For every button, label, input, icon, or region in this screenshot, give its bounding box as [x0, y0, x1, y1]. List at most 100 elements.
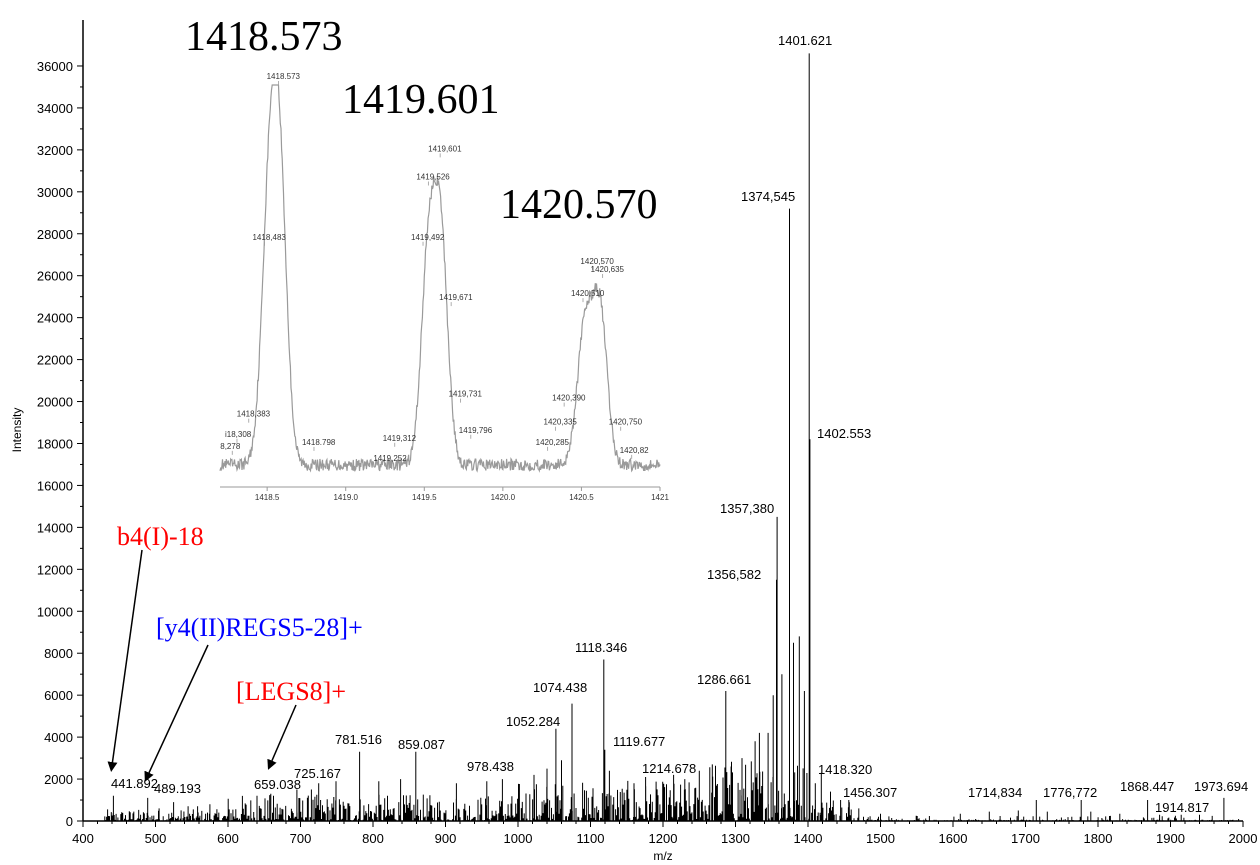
inset-big-label: 1418.573	[185, 14, 343, 60]
inset-zoom-chart: 1418.5 1419.0 1419.5 1420.0 1420.5 1421 1418.5…	[185, 14, 669, 502]
x-axis-title: m/z	[653, 849, 672, 863]
inset-peak-label: 1418.573	[267, 72, 301, 81]
peak-label: 859.087	[398, 737, 445, 752]
y-tick-label: 14000	[37, 520, 73, 535]
peak-label: 1357,380	[720, 501, 774, 516]
inset-peak-label: 8,278	[220, 442, 241, 451]
inset-x-tick-label: 1419.0	[333, 493, 358, 502]
x-tick-label: 1100	[577, 831, 605, 846]
x-tick-label: 1300	[721, 831, 750, 846]
y-tick-label: 16000	[37, 478, 73, 493]
inset-x-tick-label: 1420.5	[569, 493, 594, 502]
x-tick-label: 900	[435, 831, 457, 846]
y-tick-label: 2000	[44, 772, 73, 787]
inset-peak-label: i18,308	[225, 430, 252, 439]
spectrum-trace	[104, 53, 1240, 821]
inset-peak-label: 1418,383	[237, 410, 271, 419]
peak-label: 1914.817	[1155, 800, 1209, 815]
peak-label: 1402.553	[817, 426, 871, 441]
inset-peak-label: 1420,750	[609, 418, 643, 427]
peak-label: 1119.677	[613, 734, 665, 749]
inset-peak-label: 1418,483	[252, 233, 286, 242]
inset-peak-label: 1419,731	[449, 390, 483, 399]
inset-peak-label: 1420,510	[571, 289, 605, 298]
fragment-annotation: b4(I)-18	[117, 522, 204, 551]
peak-label: 781.516	[335, 732, 382, 747]
y-axis-title: Intensity	[10, 408, 24, 453]
inset-x-tick-label: 1419.5	[412, 493, 437, 502]
x-tick-label: 1400	[794, 831, 823, 846]
peak-label: 1356,582	[707, 567, 761, 582]
y-tick-label: 34000	[37, 101, 73, 116]
peak-label: 1776,772	[1043, 785, 1097, 800]
peak-label: 1074.438	[533, 680, 587, 695]
inset-profile-line	[219, 84, 661, 473]
inset-peak-label: 1420,285	[536, 438, 570, 447]
inset-peak-label: 1419,252	[373, 454, 407, 463]
x-tick-label: 800	[362, 831, 384, 846]
x-tick-label: 600	[217, 831, 239, 846]
peak-label: 659.038	[254, 777, 301, 792]
inset-peak-label: 1420,335	[544, 418, 578, 427]
y-tick-label: 32000	[37, 143, 73, 158]
inset-peak-label: 1419,796	[459, 426, 493, 435]
annotation-arrow	[267, 704, 297, 770]
inset-peak-label: 1420,390	[552, 394, 586, 403]
inset-x-tick-label: 1420.0	[491, 493, 516, 502]
peak-label: 1973.694	[1194, 779, 1248, 794]
y-tick-label: 20000	[37, 395, 73, 410]
fragment-annotation: [LEGS8]+	[236, 677, 346, 706]
y-tick-label: 12000	[37, 562, 73, 577]
x-tick-label: 1900	[1156, 831, 1185, 846]
peak-label: 1714,834	[968, 785, 1022, 800]
x-tick-label: 700	[290, 831, 312, 846]
y-tick-label: 30000	[37, 185, 73, 200]
x-tick-label: 1500	[866, 831, 895, 846]
inset-peak-label: 1419,312	[383, 434, 417, 443]
x-tick-label: 1200	[649, 831, 678, 846]
inset-x-tick-label: 1418.5	[255, 493, 280, 502]
y-tick-label: 18000	[37, 436, 73, 451]
inset-big-label: 1419.601	[342, 77, 500, 123]
main-axes: 400 500 600 700 800 900 1000 1100 1200 1300 1400 15…	[10, 20, 1257, 863]
x-tick-label: 500	[145, 831, 167, 846]
y-tick-label: 6000	[44, 688, 73, 703]
x-tick-label: 1700	[1011, 831, 1040, 846]
inset-peak-label: 1419,601	[428, 144, 462, 153]
inset-peak-label: 1420,570	[580, 257, 614, 266]
fragment-annotations: b4(I)-18 [y4(II)REGS5-28]+ [LEGS8]+	[107, 522, 363, 782]
annotation-arrow	[107, 549, 143, 772]
inset-peak-label: 1419,526	[416, 173, 450, 182]
peak-label: 1052.284	[506, 714, 560, 729]
y-tick-label: 4000	[44, 730, 73, 745]
peak-label: 1118.346	[575, 640, 627, 655]
x-tick-label: 1800	[1084, 831, 1113, 846]
peak-label: 489.193	[154, 781, 201, 796]
x-tick-label: 1000	[504, 831, 533, 846]
peak-label: 978.438	[467, 759, 514, 774]
inset-peak-label: 1418.798	[302, 438, 336, 447]
peak-label: 1374,545	[741, 189, 795, 204]
y-tick-label: 24000	[37, 311, 73, 326]
peak-label: 1401.621	[778, 33, 832, 48]
spectrum-line	[104, 53, 1240, 821]
inset-peak-label: 1420,82	[620, 446, 649, 455]
peak-label: 441.892	[111, 776, 158, 791]
y-tick-label: 22000	[37, 353, 73, 368]
inset-peak-label: 1419,671	[439, 293, 473, 302]
peak-label: 1868.447	[1120, 779, 1174, 794]
peak-label: 1418.320	[818, 762, 872, 777]
y-tick-label: 0	[66, 814, 73, 829]
x-tick-label: 400	[72, 831, 94, 846]
fragment-annotation: [y4(II)REGS5-28]+	[156, 613, 363, 642]
inset-peak-label: 1419,492	[411, 233, 445, 242]
x-tick-label: 2000	[1229, 831, 1258, 846]
y-tick-label: 36000	[37, 59, 73, 74]
peak-label: 1286.661	[697, 672, 751, 687]
x-tick-label: 1600	[939, 831, 968, 846]
inset-x-tick-label: 1421	[651, 493, 669, 502]
y-tick-label: 10000	[37, 604, 73, 619]
y-tick-label: 8000	[44, 646, 73, 661]
